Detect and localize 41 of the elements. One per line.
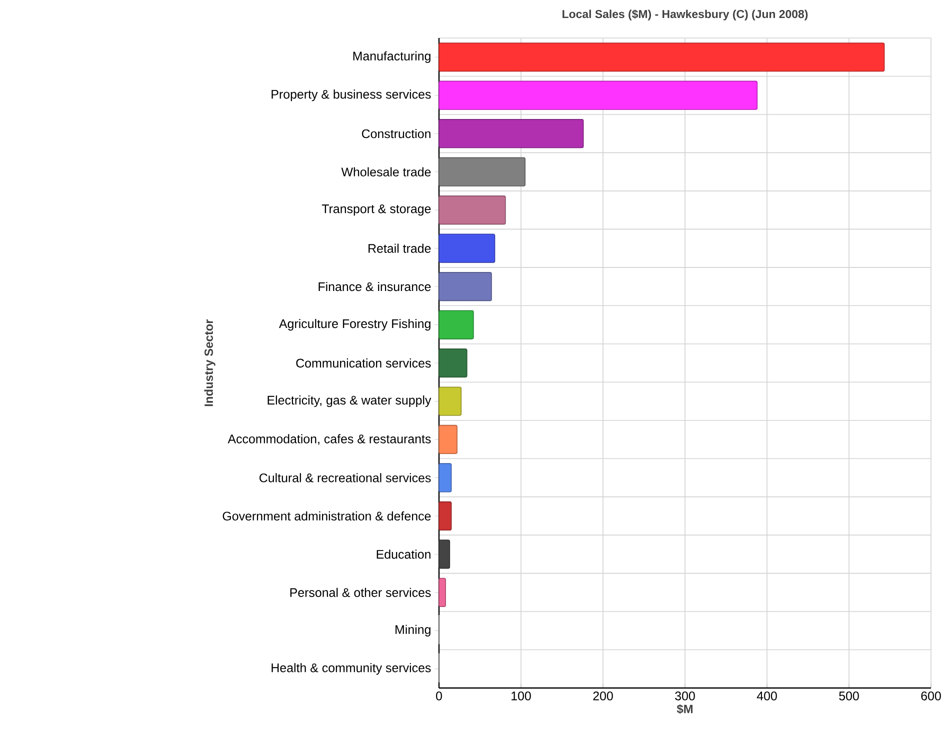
y-tick-label: Communication services bbox=[296, 358, 431, 368]
x-tick-label: 200 bbox=[593, 692, 613, 700]
x-tick-label: 400 bbox=[756, 692, 777, 700]
x-tick-label: 300 bbox=[675, 692, 695, 700]
x-tick-label: 500 bbox=[839, 692, 859, 700]
y-tick-label: Health & community services bbox=[272, 663, 431, 675]
bar bbox=[438, 501, 452, 530]
y-tick-label: Finance & insurance bbox=[318, 282, 431, 292]
bar bbox=[438, 463, 452, 492]
bar bbox=[438, 234, 496, 263]
y-axis-title: Industry Sector bbox=[204, 319, 216, 406]
y-tick-label: Cultural & recreational services bbox=[260, 473, 431, 482]
bar bbox=[438, 424, 458, 454]
x-axis-title: $M bbox=[676, 704, 693, 714]
bar bbox=[438, 272, 492, 302]
bar bbox=[438, 310, 474, 340]
y-tick-label: Wholesale trade bbox=[341, 167, 431, 176]
x-tick-label: 0 bbox=[436, 692, 442, 700]
bar bbox=[438, 119, 584, 148]
chart-title: Local Sales ($M) - Hawkesbury (C) (Jun 2008) bbox=[562, 9, 808, 20]
bar bbox=[438, 348, 468, 378]
y-tick-label: Electricity, gas & water supply bbox=[268, 395, 432, 408]
y-tick-label: Mining bbox=[396, 624, 430, 636]
bar bbox=[438, 386, 462, 416]
y-tick-label: Property & business services bbox=[272, 90, 431, 102]
bar bbox=[438, 42, 885, 72]
bar bbox=[438, 196, 506, 225]
y-tick-label: Manufacturing bbox=[353, 51, 430, 63]
x-tick-label: 100 bbox=[512, 692, 531, 700]
y-tick-label: Accommodation, cafes & restaurants bbox=[228, 434, 431, 445]
bar bbox=[438, 80, 758, 110]
y-tick-label: Education bbox=[376, 550, 430, 559]
y-tick-label: Transport & storage bbox=[322, 204, 431, 216]
y-tick-label: Agriculture Forestry Fishing bbox=[279, 318, 430, 331]
y-tick-label: Government administration & defence bbox=[222, 511, 431, 521]
y-tick-label: Construction bbox=[362, 129, 430, 138]
x-tick-label: 600 bbox=[921, 692, 941, 700]
y-tick-label: Retail trade bbox=[368, 244, 431, 253]
bar bbox=[438, 540, 450, 569]
y-tick-label: Personal & other services bbox=[290, 588, 431, 597]
bar bbox=[438, 578, 446, 607]
